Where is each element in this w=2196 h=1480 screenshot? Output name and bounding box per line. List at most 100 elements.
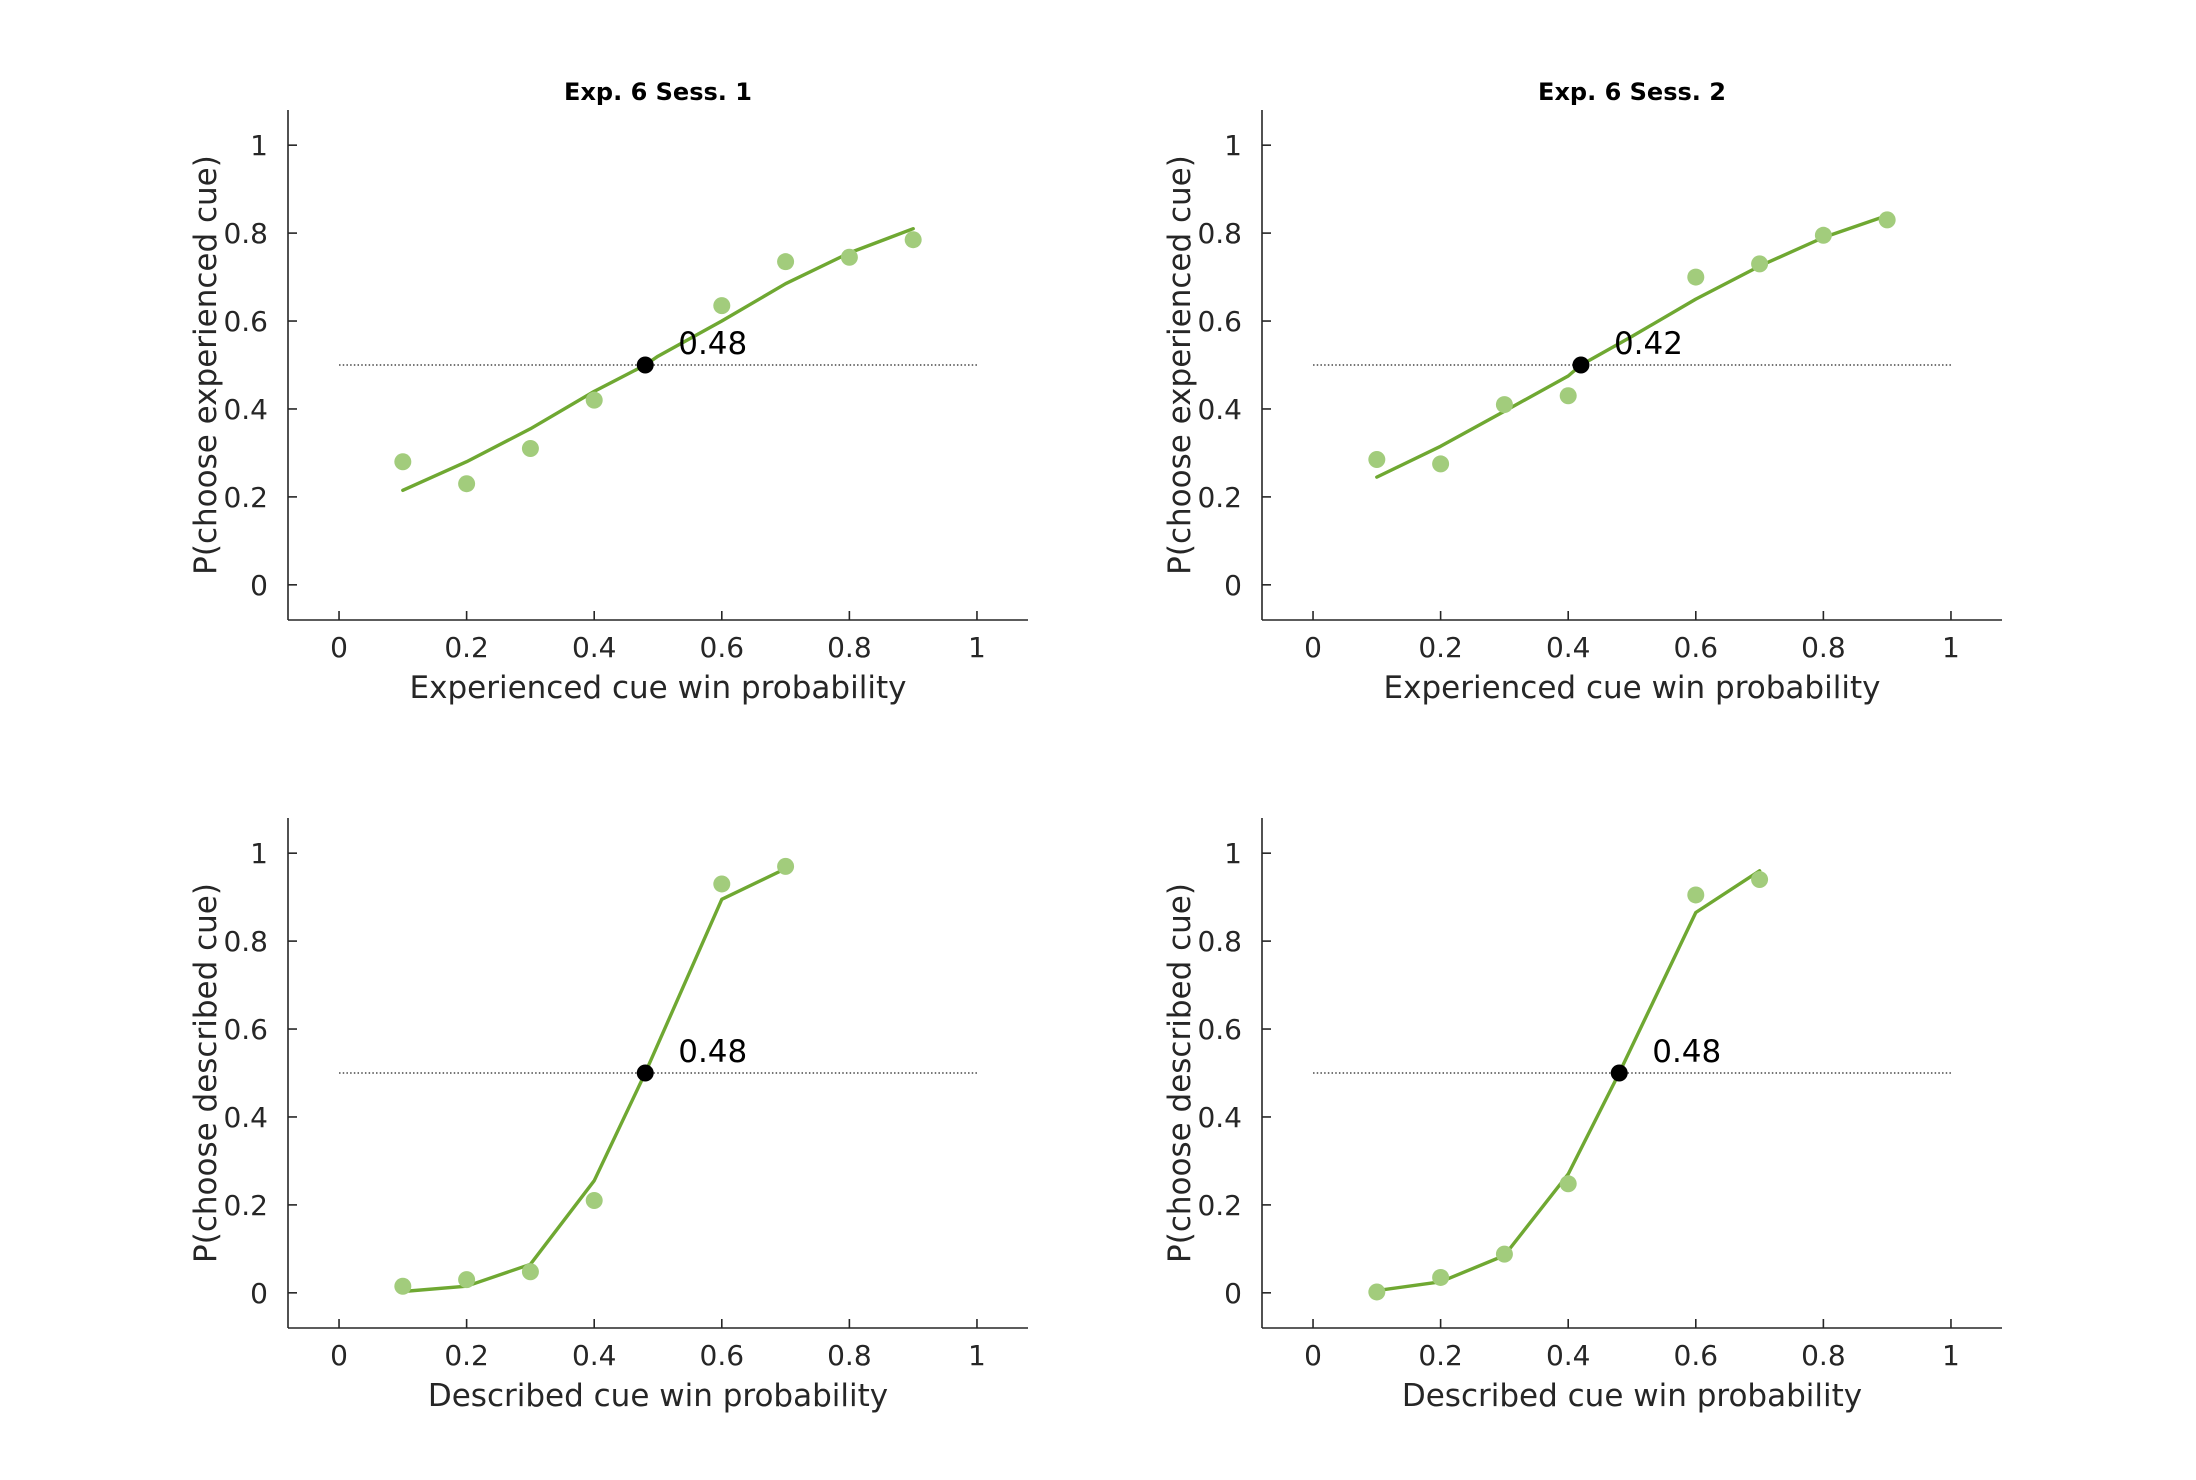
y-axis-label: P(choose described cue)	[188, 883, 224, 1263]
fit-curve	[401, 866, 788, 1294]
y-tick-label: 0.4	[1197, 1101, 1242, 1134]
y-tick-label: 1	[1224, 129, 1242, 162]
y-axis-label: P(choose experienced cue)	[188, 155, 224, 575]
data-point	[1559, 1175, 1577, 1193]
y-tick-label: 0.4	[1197, 393, 1242, 426]
x-tick-label: 0.8	[1801, 631, 1846, 664]
y-tick-label: 0.8	[223, 217, 268, 250]
y-axis-label: P(choose described cue)	[1162, 883, 1198, 1263]
y-tick-label: 0.2	[1197, 1189, 1242, 1222]
y-tick-label: 0.4	[223, 393, 268, 426]
panel-exp6-sess1-experienced: 0 0.2 0.4 0.6 0.8 1 0 0.2 0.4 0.6 0.8 1 Experienced …	[188, 78, 1028, 706]
panel-exp6-sess1-described: 0 0.2 0.4 0.6 0.8 1 0 0.2 0.4 0.6 0.8 1 Described cu…	[188, 818, 1028, 1414]
fit-curve	[401, 226, 915, 492]
x-tick-label: 0.4	[572, 1339, 617, 1372]
x-axis-label: Described cue win probability	[428, 1378, 888, 1414]
panel-exp6-sess2-experienced: 0 0.2 0.4 0.6 0.8 1 0 0.2 0.4 0.6 0.8 1 Experienced …	[1162, 78, 2002, 706]
y-tick-label: 0.8	[1197, 925, 1242, 958]
x-tick-label: 0	[330, 1339, 348, 1372]
x-tick-label: 0.6	[700, 631, 745, 664]
x-tick-label: 0.2	[1418, 1339, 1463, 1372]
data-point	[458, 475, 476, 493]
threshold-label: 0.48	[678, 1034, 747, 1070]
data-point	[840, 248, 858, 266]
data-point	[713, 297, 731, 315]
data-point	[1559, 387, 1577, 405]
x-tick-label: 0.8	[827, 1339, 872, 1372]
x-tick-label: 1	[968, 631, 986, 664]
threshold-label: 0.48	[678, 326, 747, 362]
data-point	[521, 1263, 539, 1281]
x-tick-label: 0	[1304, 1339, 1322, 1372]
data-point	[1368, 1283, 1386, 1301]
data-point	[1368, 451, 1386, 469]
data-point	[1432, 455, 1450, 473]
x-tick-label: 0.6	[1674, 1339, 1719, 1372]
x-tick-label: 1	[968, 1339, 986, 1372]
threshold-point	[636, 356, 654, 374]
x-tick-label: 0.6	[700, 1339, 745, 1372]
x-tick-label: 1	[1942, 1339, 1960, 1372]
x-tick-label: 0.2	[444, 1339, 489, 1372]
data-point	[585, 391, 603, 409]
data-point	[1751, 255, 1769, 273]
y-tick-label: 0.8	[1197, 217, 1242, 250]
y-tick-label: 1	[1224, 837, 1242, 870]
data-point	[1687, 268, 1705, 286]
threshold-label: 0.42	[1614, 326, 1683, 362]
data-point	[458, 1271, 476, 1289]
x-tick-label: 0.6	[1674, 631, 1719, 664]
x-tick-label: 0.4	[572, 631, 617, 664]
x-tick-label: 0	[1304, 631, 1322, 664]
y-tick-label: 0.2	[1197, 481, 1242, 514]
threshold-label: 0.48	[1652, 1034, 1721, 1070]
x-tick-label: 0.2	[1418, 631, 1463, 664]
x-axis-label: Experienced cue win probability	[410, 670, 907, 706]
threshold-point	[636, 1064, 654, 1082]
data-point	[1495, 1245, 1513, 1263]
data-point	[777, 253, 795, 271]
data-point	[1432, 1268, 1450, 1286]
data-point	[394, 453, 412, 471]
panel-title: Exp. 6 Sess. 2	[1538, 78, 1726, 106]
y-tick-label: 0	[250, 569, 268, 602]
data-point	[1814, 226, 1832, 244]
data-point	[1878, 211, 1896, 229]
data-point	[585, 1192, 603, 1209]
x-tick-label: 1	[1942, 631, 1960, 664]
data-point	[394, 1277, 412, 1295]
data-point	[521, 440, 539, 458]
data-point	[1687, 886, 1705, 904]
data-point	[1495, 396, 1513, 414]
y-axis-label: P(choose experienced cue)	[1162, 155, 1198, 575]
x-axis-label: Experienced cue win probability	[1384, 670, 1881, 706]
y-tick-label: 0	[250, 1277, 268, 1310]
data-point	[904, 231, 922, 249]
x-tick-label: 0.8	[1801, 1339, 1846, 1372]
x-tick-label: 0.2	[444, 631, 489, 664]
y-tick-label: 0	[1224, 569, 1242, 602]
threshold-point	[1610, 1064, 1628, 1082]
y-tick-label: 0.6	[1197, 305, 1242, 338]
data-point	[777, 857, 795, 875]
y-tick-label: 0.6	[223, 1013, 268, 1046]
y-tick-label: 0.8	[223, 925, 268, 958]
data-point	[713, 875, 731, 893]
x-tick-label: 0.4	[1546, 631, 1591, 664]
fit-curve	[1375, 213, 1889, 479]
y-tick-label: 0.6	[223, 305, 268, 338]
data-point	[1751, 871, 1769, 889]
panel-title: Exp. 6 Sess. 1	[564, 78, 752, 106]
fit-curve	[1375, 869, 1762, 1293]
y-tick-label: 0	[1224, 1277, 1242, 1310]
x-tick-label: 0	[330, 631, 348, 664]
y-tick-label: 0.6	[1197, 1013, 1242, 1046]
y-tick-label: 0.4	[223, 1101, 268, 1134]
y-tick-label: 0.2	[223, 1189, 268, 1222]
panel-exp6-sess2-described: 0 0.2 0.4 0.6 0.8 1 0 0.2 0.4 0.6 0.8 1 Described cu…	[1162, 818, 2002, 1414]
x-tick-label: 0.4	[1546, 1339, 1591, 1372]
y-tick-label: 1	[250, 129, 268, 162]
x-axis-label: Described cue win probability	[1402, 1378, 1862, 1414]
y-tick-label: 1	[250, 837, 268, 870]
